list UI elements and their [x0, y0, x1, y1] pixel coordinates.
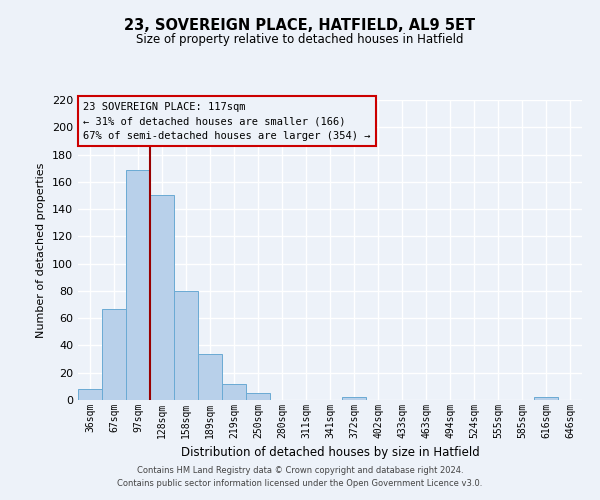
Bar: [534, 398, 558, 400]
Bar: [126, 170, 150, 400]
Bar: [102, 308, 126, 400]
Text: 23, SOVEREIGN PLACE, HATFIELD, AL9 5ET: 23, SOVEREIGN PLACE, HATFIELD, AL9 5ET: [124, 18, 476, 32]
Bar: [222, 384, 246, 400]
Y-axis label: Number of detached properties: Number of detached properties: [37, 162, 46, 338]
Bar: [198, 354, 222, 400]
Text: Contains HM Land Registry data © Crown copyright and database right 2024.
Contai: Contains HM Land Registry data © Crown c…: [118, 466, 482, 487]
Bar: [78, 389, 102, 400]
Text: Size of property relative to detached houses in Hatfield: Size of property relative to detached ho…: [136, 32, 464, 46]
Bar: [342, 398, 366, 400]
X-axis label: Distribution of detached houses by size in Hatfield: Distribution of detached houses by size …: [181, 446, 479, 460]
Bar: [246, 393, 270, 400]
Text: 23 SOVEREIGN PLACE: 117sqm
← 31% of detached houses are smaller (166)
67% of sem: 23 SOVEREIGN PLACE: 117sqm ← 31% of deta…: [83, 102, 371, 141]
Bar: [174, 291, 198, 400]
Bar: [150, 196, 174, 400]
